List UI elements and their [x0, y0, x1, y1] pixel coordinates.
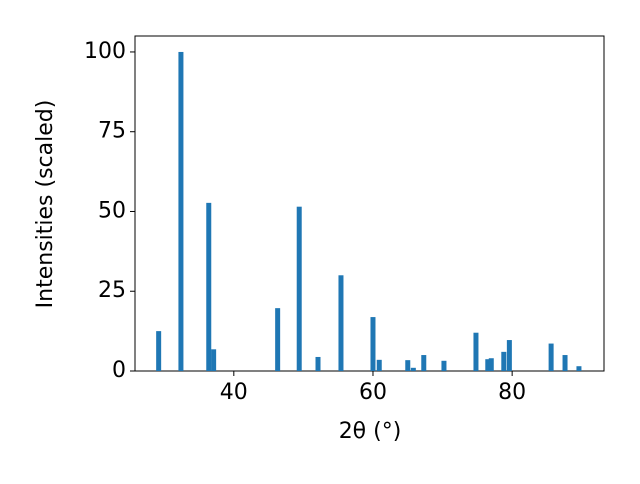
y-tick-label: 25	[98, 278, 126, 303]
bar	[211, 349, 217, 371]
bar	[156, 331, 162, 371]
bar	[501, 351, 507, 371]
y-axis-label: Intensities (scaled)	[33, 100, 58, 309]
bar	[405, 360, 411, 371]
bar	[275, 308, 281, 371]
y-tick-label: 0	[112, 358, 126, 383]
bar	[410, 367, 416, 371]
x-tick-label: 40	[220, 380, 248, 405]
y-tick-label: 50	[98, 198, 126, 223]
bar	[485, 359, 491, 371]
bar	[562, 355, 568, 371]
bar	[421, 355, 427, 371]
bar	[178, 51, 184, 371]
bar	[315, 356, 321, 371]
x-tick-label: 80	[498, 380, 526, 405]
y-tick-label: 75	[98, 119, 126, 144]
bar	[376, 359, 382, 371]
x-tick-label: 60	[359, 380, 387, 405]
bar	[370, 317, 376, 371]
bar	[548, 343, 554, 371]
bar	[296, 206, 302, 371]
bar	[206, 202, 212, 371]
x-axis-label: 2θ (°)	[339, 419, 402, 444]
y-tick-label: 100	[84, 39, 126, 64]
bar	[338, 275, 344, 371]
bar	[441, 360, 447, 371]
bar	[473, 332, 479, 371]
plot-frame	[134, 35, 605, 372]
bar	[576, 366, 582, 371]
bar	[488, 358, 494, 371]
bar	[506, 340, 512, 371]
